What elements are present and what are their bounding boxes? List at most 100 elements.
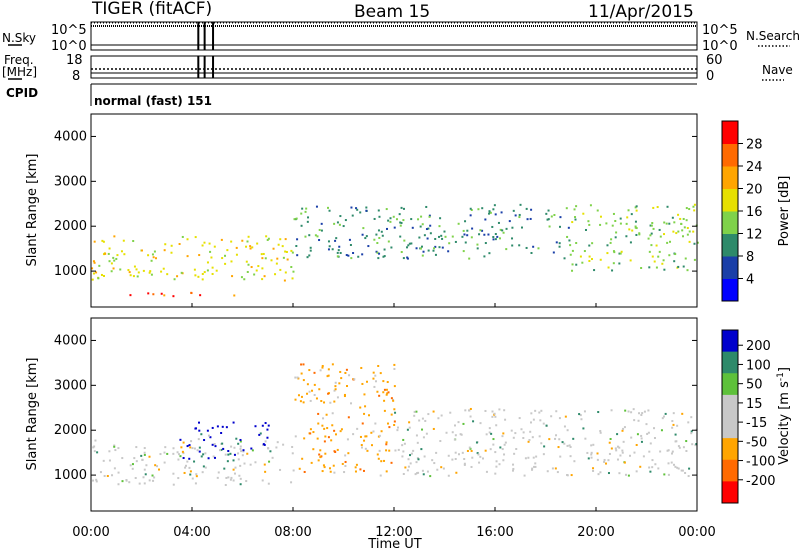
range-gate-cell — [518, 417, 521, 420]
range-gate-cell — [302, 379, 305, 382]
cpid-label: CPID — [6, 86, 38, 100]
range-gate-cell — [350, 206, 353, 209]
velocity-colorbar-tick-label: 100 — [746, 358, 771, 373]
range-gate-cell — [376, 453, 379, 456]
range-gate-cell — [97, 277, 100, 280]
range-gate-cell — [513, 452, 516, 455]
velocity-range-tick-label: 4000 — [54, 333, 87, 348]
range-gate-cell — [558, 417, 561, 420]
range-gate-cell — [360, 444, 363, 447]
range-gate-cell — [158, 468, 161, 471]
range-gate-cell — [312, 431, 315, 434]
range-gate-cell — [623, 426, 626, 429]
velocity-colorbar-block — [722, 459, 738, 482]
range-gate-cell — [510, 429, 513, 432]
range-gate-cell — [350, 402, 353, 405]
range-gate-cell — [632, 408, 635, 411]
range-gate-cell — [101, 239, 104, 242]
range-gate-cell — [499, 446, 502, 449]
range-gate-cell — [127, 269, 130, 272]
range-gate-cell — [651, 459, 654, 462]
velocity-colorbar-tick-label: -100 — [746, 455, 776, 470]
range-gate-cell — [462, 229, 465, 232]
range-gate-cell — [435, 451, 438, 454]
range-gate-cell — [664, 412, 667, 415]
range-gate-cell — [591, 242, 594, 245]
range-gate-cell — [531, 467, 534, 470]
range-gate-cell — [308, 390, 311, 393]
range-gate-cell — [266, 428, 269, 431]
range-gate-cell — [179, 455, 182, 458]
range-gate-cell — [410, 242, 413, 245]
range-gate-cell — [96, 451, 99, 454]
range-gate-cell — [245, 260, 248, 263]
range-gate-cell — [501, 435, 504, 438]
range-gate-cell — [149, 270, 152, 273]
range-gate-cell — [505, 248, 508, 251]
range-gate-cell — [673, 221, 676, 224]
range-gate-cell — [389, 217, 392, 220]
range-gate-cell — [230, 476, 233, 479]
range-gate-cell — [194, 274, 197, 277]
range-gate-cell — [227, 453, 230, 456]
range-gate-cell — [108, 450, 111, 453]
range-gate-cell — [584, 228, 587, 231]
range-gate-cell — [422, 473, 425, 476]
range-gate-cell — [470, 208, 473, 211]
range-gate-cell — [426, 237, 429, 240]
range-gate-cell — [290, 266, 293, 269]
range-gate-cell — [219, 449, 222, 452]
range-gate-cell — [677, 213, 680, 216]
range-gate-cell — [432, 427, 435, 430]
range-gate-cell — [454, 457, 457, 460]
range-gate-cell — [551, 467, 554, 470]
range-gate-cell — [484, 449, 487, 452]
range-gate-cell — [575, 263, 578, 266]
range-gate-cell — [418, 419, 421, 422]
range-gate-cell — [344, 371, 347, 374]
range-gate-cell — [121, 457, 124, 460]
range-gate-cell — [675, 232, 678, 235]
power-range-tick-label: 4000 — [54, 129, 87, 144]
range-gate-cell — [468, 257, 471, 260]
range-gate-cell — [548, 438, 551, 441]
range-gate-cell — [612, 212, 615, 215]
range-gate-cell — [233, 294, 236, 297]
x-axis: 00:00 04:00 08:00 12:00 16:00 20:00 00:00 — [72, 303, 716, 540]
range-gate-cell — [319, 369, 322, 372]
range-gate-cell — [361, 233, 364, 236]
range-gate-cell — [239, 445, 242, 448]
range-gate-cell — [365, 209, 368, 212]
range-gate-cell — [404, 466, 407, 469]
range-gate-cell — [282, 443, 285, 446]
range-gate-cell — [681, 412, 684, 415]
range-gate-cell — [543, 445, 546, 448]
range-gate-cell — [232, 459, 235, 462]
range-gate-cell — [415, 410, 418, 413]
range-gate-cell — [611, 224, 614, 227]
range-gate-cell — [445, 431, 448, 434]
range-gate-cell — [444, 235, 447, 238]
range-gate-cell — [373, 385, 376, 388]
range-gate-cell — [676, 424, 679, 427]
range-gate-cell — [485, 433, 488, 436]
range-gate-cell — [530, 421, 533, 424]
range-gate-cell — [655, 266, 658, 269]
range-gate-cell — [308, 234, 311, 237]
range-gate-cell — [399, 224, 402, 227]
range-gate-cell — [366, 380, 369, 383]
range-gate-cell — [579, 255, 582, 258]
range-gate-cell — [667, 449, 670, 452]
range-gate-cell — [95, 271, 98, 274]
velocity-panel: 1000 2000 3000 4000 Slant Range [km] — [25, 317, 698, 512]
range-gate-cell — [629, 241, 632, 244]
range-gate-cell — [227, 450, 230, 453]
range-gate-cell — [256, 242, 259, 245]
velocity-colorbar-block — [722, 373, 738, 396]
range-gate-cell — [224, 262, 227, 265]
range-gate-cell — [520, 428, 523, 431]
range-gate-cell — [258, 433, 261, 436]
range-gate-cell — [545, 424, 548, 427]
range-gate-cell — [573, 208, 576, 211]
range-gate-cell — [200, 455, 203, 458]
